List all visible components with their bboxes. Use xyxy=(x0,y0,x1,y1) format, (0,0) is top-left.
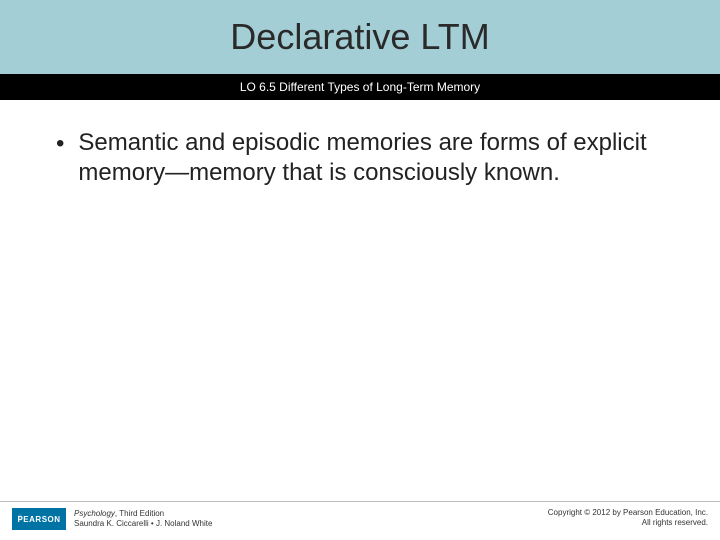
bullet-text: Semantic and episodic memories are forms… xyxy=(78,128,664,188)
book-edition: , Third Edition xyxy=(115,509,164,518)
footer: PEARSON Psychology, Third Edition Saundr… xyxy=(0,501,720,540)
bullet-item: • Semantic and episodic memories are for… xyxy=(56,128,664,188)
subtitle-band: LO 6.5 Different Types of Long-Term Memo… xyxy=(0,74,720,100)
book-line: Psychology, Third Edition xyxy=(74,509,212,519)
footer-left: PEARSON Psychology, Third Edition Saundr… xyxy=(12,508,212,530)
copyright-line-1: Copyright © 2012 by Pearson Education, I… xyxy=(548,508,708,518)
copyright-line-2: All rights reserved. xyxy=(548,518,708,528)
footer-book-info: Psychology, Third Edition Saundra K. Cic… xyxy=(74,509,212,530)
authors: Saundra K. Ciccarelli • J. Noland White xyxy=(74,519,212,529)
slide-title: Declarative LTM xyxy=(230,16,489,58)
content-area: • Semantic and episodic memories are for… xyxy=(0,100,720,188)
header-band: Declarative LTM xyxy=(0,0,720,74)
footer-right: Copyright © 2012 by Pearson Education, I… xyxy=(548,508,708,529)
bullet-dot-icon: • xyxy=(56,128,64,160)
book-title: Psychology xyxy=(74,509,115,518)
learning-objective: LO 6.5 Different Types of Long-Term Memo… xyxy=(240,80,480,94)
pearson-logo-icon: PEARSON xyxy=(12,508,66,530)
